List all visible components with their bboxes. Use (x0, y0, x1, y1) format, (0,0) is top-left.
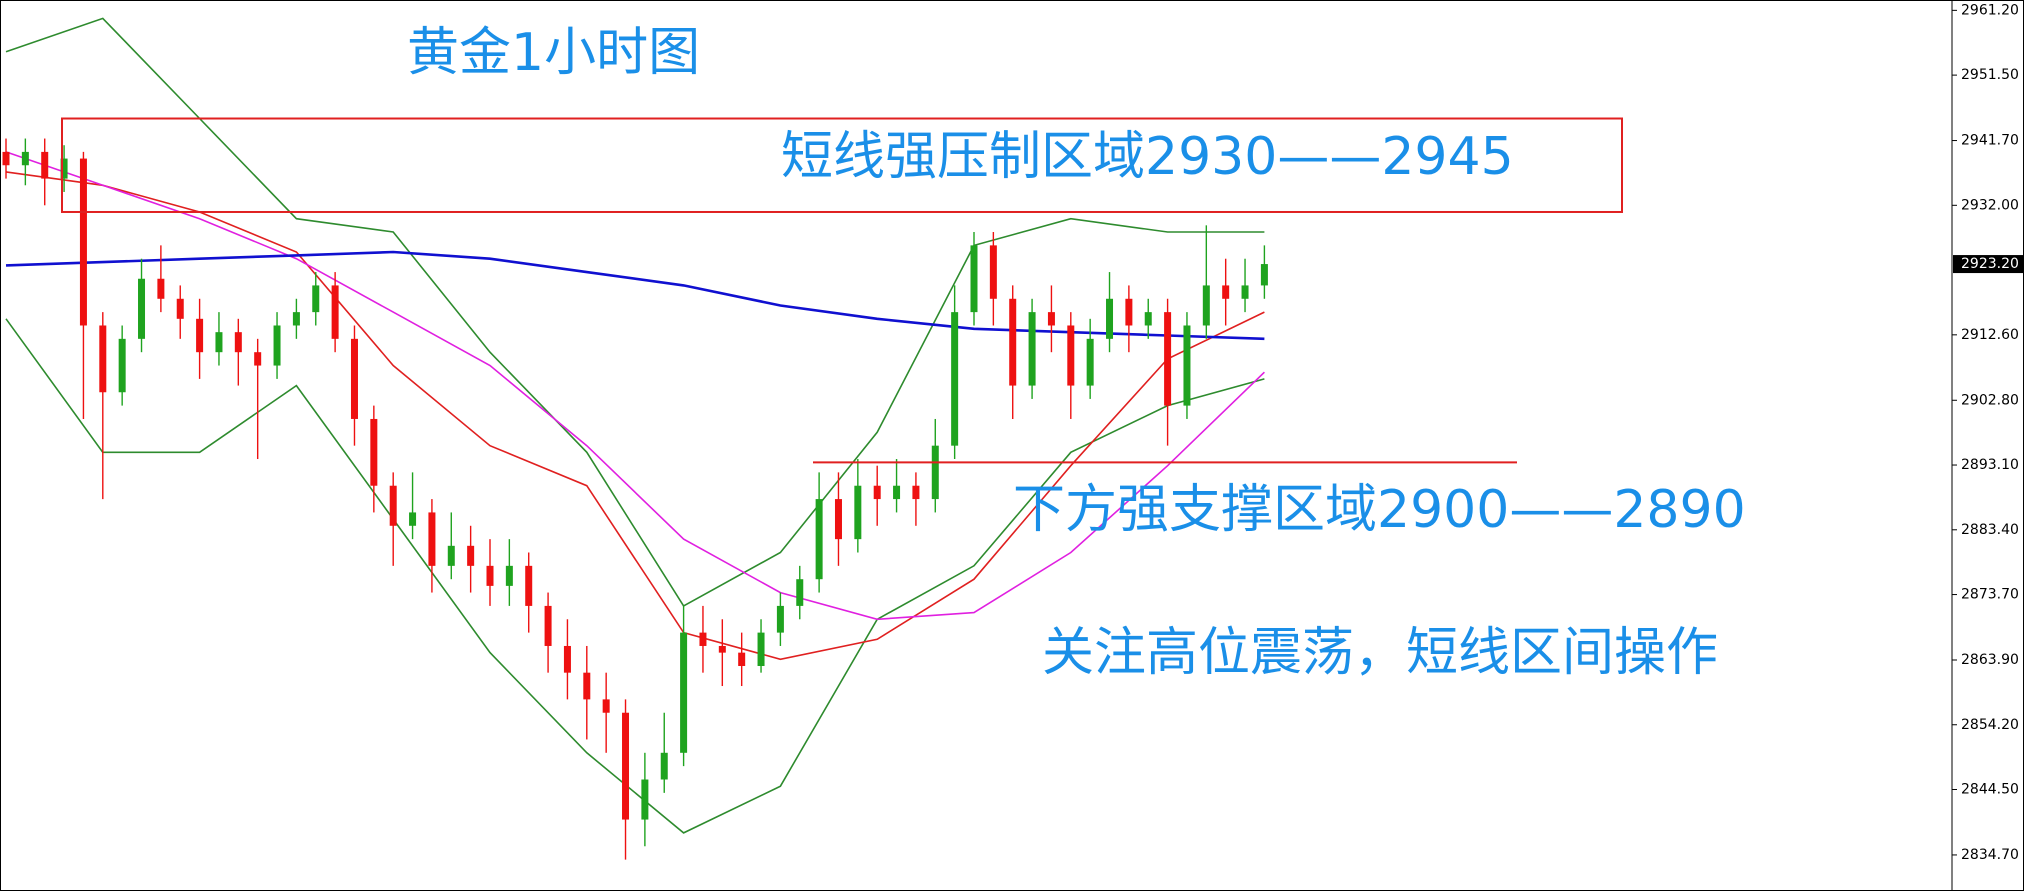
candle-body (1028, 312, 1036, 386)
candle-body (951, 312, 959, 446)
candle-body (331, 285, 339, 339)
candle-body (428, 512, 436, 566)
candle-body (893, 485, 901, 500)
candle-body (234, 332, 242, 353)
candle-body (312, 285, 320, 313)
y-tick-label: 2883.40 (1961, 522, 2019, 538)
candle-body (215, 332, 223, 353)
y-tick-label: 2941.70 (1961, 133, 2019, 149)
candle-body (1125, 298, 1133, 326)
candle-body (718, 645, 726, 653)
candle-body (699, 632, 707, 646)
indicator-line (5, 17, 1265, 607)
candle-body (118, 338, 126, 393)
candle-body (1047, 312, 1055, 326)
y-tick-label: 2893.10 (1961, 457, 2019, 473)
candle-body (602, 699, 610, 713)
y-tick-label: 2844.50 (1961, 782, 2019, 798)
candle-body (622, 712, 630, 820)
y-tick-label: 2854.20 (1961, 717, 2019, 733)
candle-body (1260, 264, 1268, 286)
candle-body (79, 158, 87, 326)
indicator-line (5, 318, 1265, 834)
candle-body (738, 652, 746, 666)
candle-body (1222, 285, 1230, 299)
candle-body (60, 158, 68, 179)
candle-body (176, 298, 184, 319)
candle-body (2, 151, 10, 166)
y-tick-label: 2873.70 (1961, 587, 2019, 603)
candle-body (796, 579, 804, 606)
candle-body (409, 512, 417, 526)
candle-body (99, 325, 107, 393)
candle-body (660, 752, 668, 780)
note-text: 关注高位震荡，短线区间操作 (1042, 623, 1718, 683)
candle-body (854, 485, 862, 540)
candle-body (41, 151, 49, 179)
candle-body (1241, 285, 1249, 299)
candle-body (157, 278, 165, 299)
y-tick-label: 2912.60 (1961, 327, 2019, 343)
indicator-line (5, 171, 1265, 661)
candle-body (544, 605, 552, 646)
candle-body (1202, 285, 1210, 326)
chart-title: 黄金1小时图 (407, 23, 700, 83)
candle-body (525, 565, 533, 606)
candle-body (292, 312, 300, 326)
candle-body (815, 499, 823, 580)
candle-body (467, 545, 475, 566)
candle-body (254, 352, 262, 366)
candle-body (834, 499, 842, 540)
candle-body (447, 545, 455, 566)
y-tick-label: 2932.00 (1961, 197, 2019, 213)
candle-body (1009, 298, 1017, 386)
y-tick-label: 2834.70 (1961, 847, 2019, 863)
candle-body (138, 278, 146, 339)
candle-body (873, 485, 881, 500)
candle-body (989, 245, 997, 299)
candle-body (641, 779, 649, 820)
y-tick-label: 2961.20 (1961, 2, 2019, 18)
candle-body (1106, 298, 1114, 339)
candle-body (757, 632, 765, 666)
candle-body (1183, 325, 1191, 406)
candle-body (1067, 325, 1075, 386)
candle-body (505, 565, 513, 586)
candle-body (486, 565, 494, 586)
y-tick-label: 2863.90 (1961, 652, 2019, 668)
candle-body (680, 632, 688, 753)
resistance-text: 短线强压制区域2930——2945 (781, 127, 1514, 187)
candle-body (389, 485, 397, 526)
candle-body (931, 445, 939, 500)
candle-body (583, 672, 591, 700)
candle-body (21, 151, 29, 166)
resistance-zone (61, 117, 1623, 213)
last-price-box (1953, 255, 2023, 274)
candle-body (370, 418, 378, 486)
last-price-label: 2923.20 (1961, 256, 2019, 272)
candle-body (196, 318, 204, 353)
candle-body (1086, 338, 1094, 386)
y-tick-label: 2951.50 (1961, 67, 2019, 83)
candle-body (776, 605, 784, 633)
candle-body (1144, 312, 1152, 326)
candle-body (1164, 312, 1172, 406)
candle-body (350, 338, 358, 419)
candle-body (563, 645, 571, 673)
candle-body (970, 245, 978, 313)
support-text: 下方强支撑区域2900——2890 (1013, 480, 1746, 540)
candle-body (912, 485, 920, 500)
indicator-line (5, 250, 1265, 341)
candle-body (273, 325, 281, 366)
y-tick-label: 2902.80 (1961, 392, 2019, 408)
indicator-line (5, 151, 1265, 621)
